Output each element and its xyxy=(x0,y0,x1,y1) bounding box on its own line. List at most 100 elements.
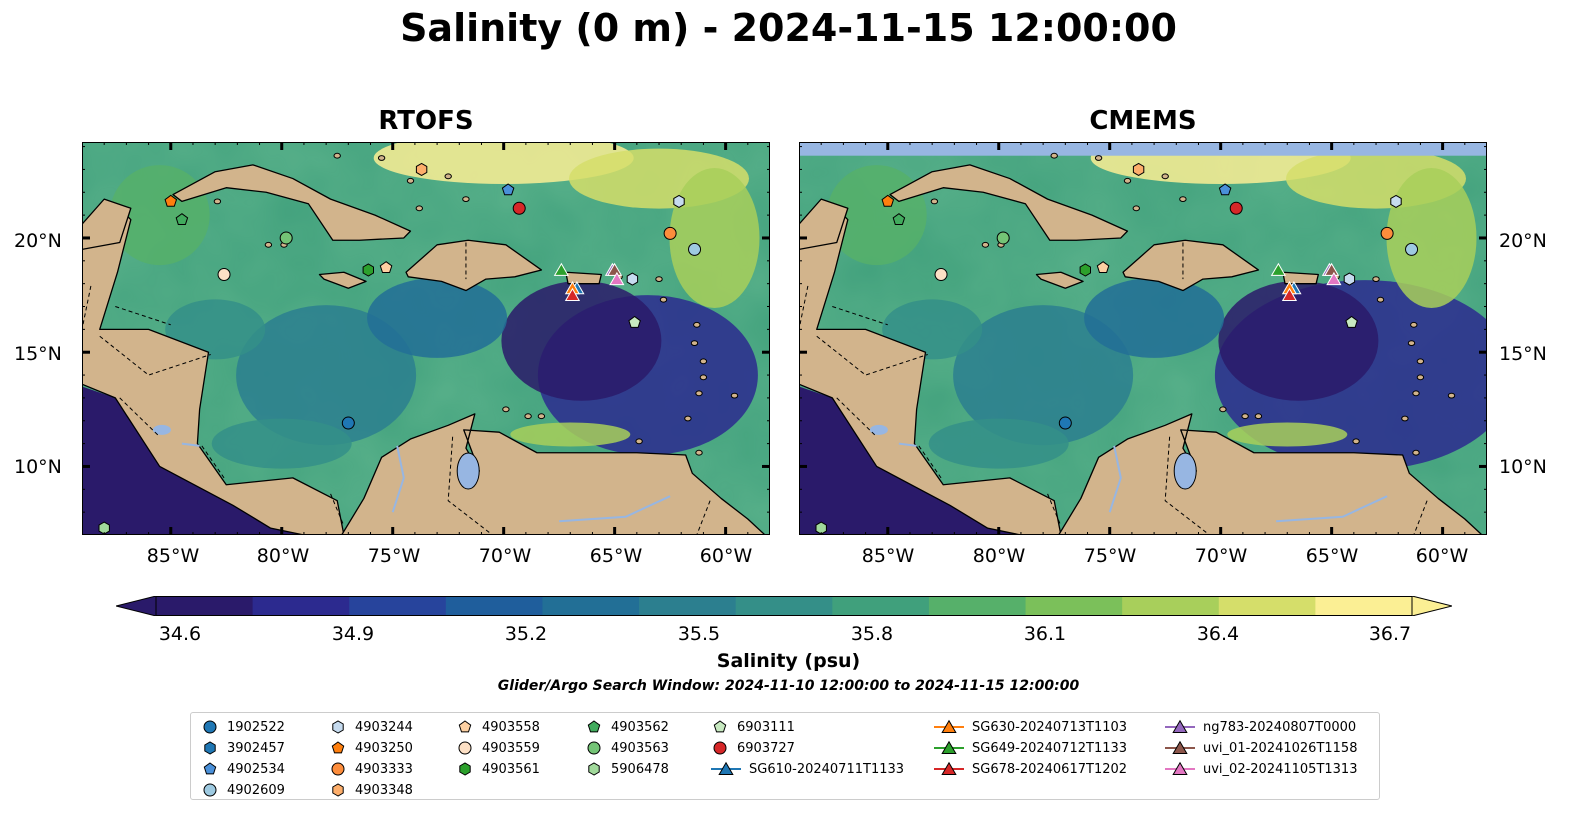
river-line xyxy=(1276,495,1388,523)
legend-item: 4903244 xyxy=(329,717,413,737)
platform-marker-SG649-20240712T1133 xyxy=(1270,262,1286,276)
salinity-patch xyxy=(928,418,1069,469)
island xyxy=(1219,406,1227,413)
legend-item: SG610-20240711T1133 xyxy=(711,759,904,779)
salinity-patch xyxy=(882,299,983,360)
legend-marker-circle-icon xyxy=(203,783,217,797)
legend-marker-circle-icon xyxy=(203,720,217,734)
island xyxy=(377,155,386,161)
lat-label-10n-left: 10°N xyxy=(14,456,62,478)
land-shape xyxy=(341,413,770,535)
river-line xyxy=(391,445,405,513)
legend-item: 4903250 xyxy=(329,738,413,758)
legend-label: 4903559 xyxy=(482,740,540,756)
island xyxy=(444,173,452,180)
platform-marker-4903563 xyxy=(996,231,1010,245)
platform-marker-4903559 xyxy=(217,268,231,282)
legend-item: 4903558 xyxy=(456,717,540,737)
island xyxy=(264,241,273,248)
legend-marker-triangle-icon xyxy=(1165,740,1195,754)
salinity-patch xyxy=(1386,168,1477,308)
colorbar-segment xyxy=(1315,596,1413,616)
colorbar-segment xyxy=(928,596,1027,616)
colorbar-segment xyxy=(252,596,350,616)
legend-item: SG630-20240713T1103 xyxy=(934,717,1127,737)
legend-item: 4903559 xyxy=(456,738,540,758)
border-line xyxy=(1413,500,1428,535)
legend-label: SG649-20240712T1133 xyxy=(972,740,1128,756)
island xyxy=(1123,177,1132,184)
border-line xyxy=(82,285,92,330)
island xyxy=(695,449,703,456)
border-line xyxy=(696,500,711,535)
border-line xyxy=(1047,493,1062,527)
lon-label-60w-right: 60°W xyxy=(1415,545,1469,567)
platform-marker-4903244 xyxy=(673,194,685,208)
land-shape xyxy=(318,271,367,289)
platform-marker-6903111 xyxy=(628,315,641,328)
platform-marker-4902534 xyxy=(1218,183,1232,196)
platform-marker-4902609 xyxy=(1405,242,1419,256)
platform-marker-4903244 xyxy=(626,272,639,286)
legend-marker-triangle-icon xyxy=(934,719,964,733)
colorbar-segment xyxy=(832,596,930,616)
legend-item: 6903727 xyxy=(711,738,795,758)
colorbar-extend-high xyxy=(1411,596,1452,616)
river-line xyxy=(898,442,917,447)
island xyxy=(684,415,692,422)
platform-marker-1902522 xyxy=(341,416,355,430)
island xyxy=(333,152,341,159)
island xyxy=(1416,358,1425,365)
legend-label: 4903558 xyxy=(482,719,540,735)
legend-label: SG678-20240617T1202 xyxy=(972,761,1128,777)
legend-label: SG610-20240711T1133 xyxy=(749,761,905,777)
island xyxy=(1412,449,1420,456)
platform-marker-SG678-20240617T1202 xyxy=(1281,287,1298,301)
land-shape xyxy=(565,271,602,285)
legend-label: 4903562 xyxy=(611,719,669,735)
legend-marker-pentagon-icon xyxy=(331,741,345,754)
legend-item: 4902609 xyxy=(201,780,285,800)
colorbar-extend-low xyxy=(116,596,157,616)
colorbar-segment xyxy=(445,596,544,616)
colorbar-tick: 34.6 xyxy=(158,623,202,645)
map-frame xyxy=(799,142,1487,535)
legend-marker-pentagon-icon xyxy=(458,720,472,733)
lat-label-15n-right: 15°N xyxy=(1499,343,1547,365)
border-line xyxy=(799,285,809,330)
border-line xyxy=(330,493,345,527)
island xyxy=(1352,438,1360,445)
salinity-patch xyxy=(501,280,662,401)
legend-symbol xyxy=(203,762,217,775)
island xyxy=(524,413,532,420)
legend-symbol xyxy=(204,741,216,755)
platform-marker-uvi_01-20241026T1158 xyxy=(1324,262,1340,276)
legend-symbol xyxy=(458,741,472,755)
lat-label-20n-left: 20°N xyxy=(14,230,62,252)
legend-item: 4903562 xyxy=(585,717,669,737)
land-shape xyxy=(1282,271,1319,285)
legend-label: 4903348 xyxy=(355,782,413,798)
salinity-patch xyxy=(211,418,352,469)
legend-marker-circle-icon xyxy=(587,741,601,755)
platform-marker-4903250 xyxy=(881,194,895,207)
legend-marker-hexagon-icon xyxy=(588,762,600,776)
island xyxy=(1179,196,1187,202)
legend-item: 4903333 xyxy=(329,759,413,779)
legend-label: 4903561 xyxy=(482,761,540,777)
island xyxy=(1416,374,1425,381)
lon-label-85w-right: 85°W xyxy=(861,545,915,567)
border-line xyxy=(832,306,888,326)
salinity-patch xyxy=(165,299,266,360)
island xyxy=(1094,155,1103,161)
legend-symbol xyxy=(331,762,345,776)
land-shape xyxy=(889,164,1129,241)
colorbar-segment xyxy=(1218,596,1316,616)
salinity-patch xyxy=(1227,422,1348,447)
platform-legend: 1902522 3902457 4902534 4902609 4903244 49032… xyxy=(190,712,1380,800)
legend-symbol xyxy=(1172,740,1188,754)
lon-label-75w-left: 75°W xyxy=(367,545,421,567)
lon-label-70w-left: 70°W xyxy=(478,545,532,567)
platform-marker-5906478 xyxy=(98,521,110,535)
salinity-patch xyxy=(367,277,508,358)
